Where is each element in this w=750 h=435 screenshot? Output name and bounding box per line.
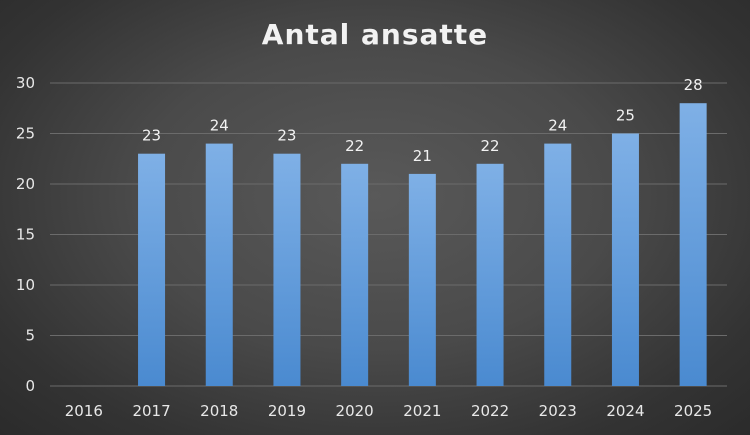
x-tick-label-2023: 2023 [539,402,577,420]
data-label-2024: 25 [616,107,635,125]
x-tick-label-2025: 2025 [674,402,712,420]
y-tick-label: 25 [16,125,35,143]
data-label-2018: 24 [210,117,229,135]
bar-2019 [273,153,301,386]
bar-2023 [544,143,572,386]
bar-2022 [476,163,504,386]
bar-2018 [205,143,233,386]
x-tick-label-2022: 2022 [471,402,509,420]
data-label-2020: 22 [345,137,364,155]
bar-2020 [341,163,369,386]
data-label-2022: 22 [481,137,500,155]
bars [138,103,707,386]
y-tick-label: 5 [25,327,35,345]
bar-2021 [408,173,436,386]
x-tick-label-2019: 2019 [268,402,306,420]
data-label-2017: 23 [142,127,161,145]
x-tick-label-2021: 2021 [403,402,441,420]
y-tick-label: 20 [16,175,35,193]
chart-title: Antal ansatte [261,18,489,51]
data-label-2019: 23 [277,127,296,145]
data-label-2021: 21 [413,147,432,165]
bar-2017 [138,153,166,386]
bar-2024 [611,133,639,386]
y-tick-label: 10 [16,276,35,294]
y-tick-label: 0 [25,377,35,395]
data-label-2025: 28 [684,76,703,94]
x-tick-label-2016: 2016 [65,402,103,420]
bar-2025 [679,103,707,386]
y-tick-label: 30 [16,74,35,92]
labels: 0510152025302016232017242018232019222020… [16,74,712,420]
x-tick-label-2018: 2018 [200,402,238,420]
y-tick-label: 15 [16,226,35,244]
x-tick-label-2020: 2020 [336,402,374,420]
x-tick-label-2024: 2024 [606,402,644,420]
data-label-2023: 24 [548,117,567,135]
x-tick-label-2017: 2017 [132,402,170,420]
